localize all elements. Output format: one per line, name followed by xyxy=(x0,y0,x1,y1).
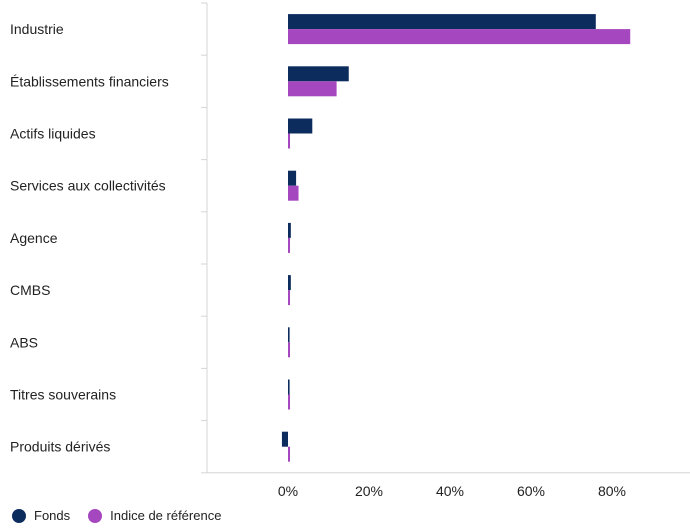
legend-label-fonds: Fonds xyxy=(34,508,71,523)
bar-fonds-cmbs xyxy=(288,275,291,291)
category-label-titres-souverains: Titres souverains xyxy=(10,387,116,403)
category-axis xyxy=(201,2,690,474)
bar-fonds-titres-souverains xyxy=(288,379,290,395)
bar-fonds-agence xyxy=(288,222,291,238)
legend-label-indice: Indice de référence xyxy=(110,508,222,523)
legend-item-fonds[interactable]: Fonds xyxy=(12,508,70,523)
bar-indice-de-reference-titres-souverains xyxy=(288,394,291,410)
x-tick-label-40: 40% xyxy=(436,483,464,499)
legend-item-indice[interactable]: Indice de référence xyxy=(88,508,221,523)
x-tick-label-60: 60% xyxy=(517,483,545,499)
category-label-cmbs: CMBS xyxy=(10,282,50,298)
bar-fonds-abs xyxy=(288,327,290,343)
bar-fonds-actifs-liquides xyxy=(288,118,313,134)
category-label-abs: ABS xyxy=(10,334,38,350)
bar-indice-de-reference-etablissements-financiers xyxy=(288,81,337,97)
bar-fonds-etablissements-financiers xyxy=(288,66,349,82)
category-label-services-aux-collectivites: Services aux collectivités xyxy=(10,178,166,194)
bar-indice-de-reference-services-aux-collectivites xyxy=(288,185,299,201)
x-tick-label-0: 0% xyxy=(278,483,298,499)
category-label-actifs-liquides: Actifs liquides xyxy=(10,126,96,142)
category-label-agence: Agence xyxy=(10,230,58,246)
bar-indice-de-reference-agence xyxy=(288,237,291,253)
legend-swatch-indice xyxy=(88,508,103,523)
legend: Fonds Indice de référence xyxy=(12,508,239,523)
category-label-produits-derives: Produits dérivés xyxy=(10,439,110,455)
category-label-industrie: Industrie xyxy=(10,21,64,37)
bar-indice-de-reference-produits-derives xyxy=(288,446,291,462)
bar-indice-de-reference-abs xyxy=(288,342,291,358)
bars xyxy=(281,14,631,462)
bar-indice-de-reference-actifs-liquides xyxy=(288,133,291,149)
bar-chart: Industrie Établissements financiers Actifs… xyxy=(10,2,690,499)
x-tick-label-80: 80% xyxy=(598,483,626,499)
x-tick-label-20: 20% xyxy=(355,483,383,499)
x-tick-labels: 0% 20% 40% 60% 80% xyxy=(278,483,626,499)
bar-indice-de-reference-industrie xyxy=(288,29,631,45)
bar-fonds-services-aux-collectivites xyxy=(288,170,297,186)
category-labels: Industrie Établissements financiers Actifs… xyxy=(10,21,169,455)
category-label-etablissements-financiers: Établissements financiers xyxy=(10,73,169,89)
bar-indice-de-reference-cmbs xyxy=(288,290,291,306)
bar-fonds-industrie xyxy=(288,14,596,30)
bar-fonds-produits-derives xyxy=(281,431,288,447)
legend-swatch-fonds xyxy=(12,508,26,523)
